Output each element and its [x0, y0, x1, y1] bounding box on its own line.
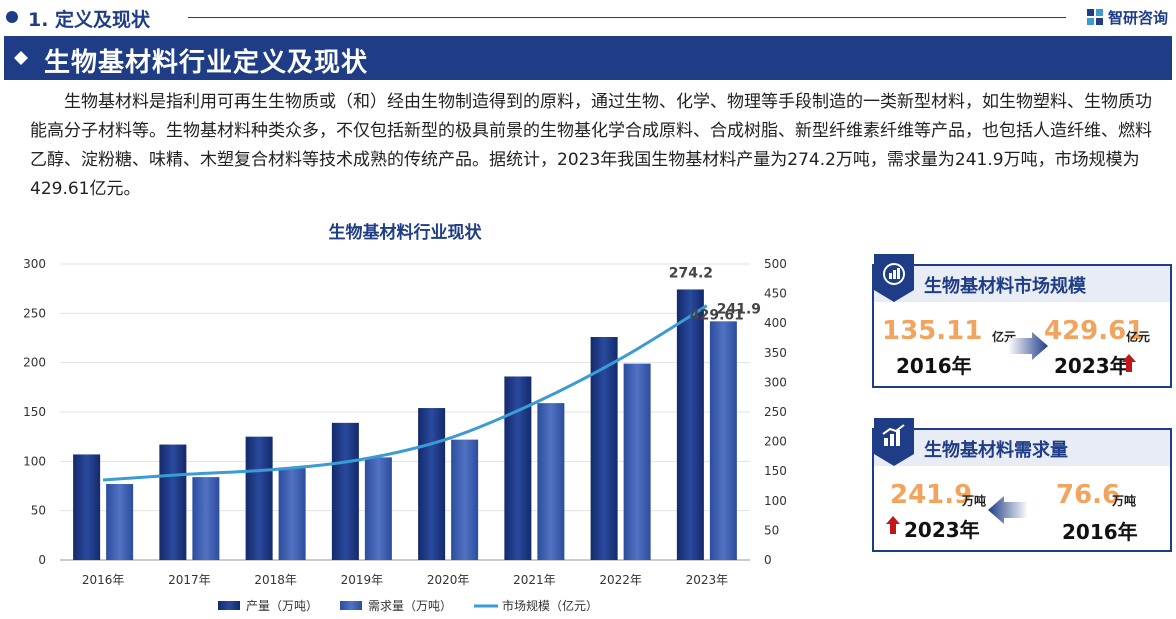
right-arrow-icon	[1008, 332, 1048, 360]
legend-label: 产量（万吨）	[246, 599, 318, 613]
right-axis-tick: 400	[764, 316, 787, 330]
left-axis-tick: 0	[38, 553, 46, 567]
x-axis-tick: 2018年	[254, 573, 297, 587]
production-bar	[590, 337, 618, 560]
demand-bar	[106, 484, 134, 560]
left-axis-tick: 200	[23, 356, 46, 370]
right-axis-tick: 450	[764, 287, 787, 301]
production-bar	[245, 436, 273, 560]
left-axis-tick: 150	[23, 405, 46, 419]
right-axis-tick: 50	[764, 523, 779, 537]
right-axis-tick: 250	[764, 405, 787, 419]
demand-bar	[623, 363, 651, 560]
legend-swatch	[340, 601, 362, 610]
left-axis-tick: 50	[31, 504, 46, 518]
chart-title: 生物基材料行业现状	[329, 222, 483, 243]
production-chart: 生物基材料行业现状 0 50 100 150 200 250 300 0 50 100 150 200 2…	[23, 222, 787, 613]
legend-label: 需求量（万吨）	[368, 599, 452, 613]
market-card-title: 生物基材料市场规模	[924, 276, 1086, 297]
legend-swatch	[218, 601, 240, 610]
x-axis-tick: 2023年	[686, 573, 729, 587]
title-banner: 生物基材料行业定义及现状	[4, 36, 1172, 80]
right-axis-tick: 0	[764, 553, 772, 567]
demand-2016-unit: 万吨	[1112, 494, 1137, 508]
production-bar	[159, 444, 187, 560]
demand-bar	[192, 477, 220, 560]
up-arrow-icon	[1122, 354, 1136, 372]
right-axis-tick: 150	[764, 464, 787, 478]
right-axis-tick: 300	[764, 375, 787, 389]
card-header	[874, 266, 1170, 302]
production-bar	[418, 408, 446, 560]
trend-chart-icon	[874, 418, 914, 466]
left-axis-tick: 250	[23, 306, 46, 320]
brand-logo: 智研咨询	[1086, 7, 1168, 27]
up-arrow-icon	[886, 516, 900, 534]
demand-2016-value: 76.6	[1056, 480, 1121, 510]
left-arrow-icon	[988, 496, 1028, 524]
left-axis-tick: 100	[23, 454, 46, 468]
market-2016-value: 135.11	[882, 316, 983, 346]
section-label: 1. 定义及现状	[28, 9, 151, 31]
x-axis-tick: 2019年	[341, 573, 384, 587]
page-title: 生物基材料行业定义及现状	[44, 48, 369, 78]
x-axis-tick: 2020年	[427, 573, 470, 587]
market-2023-value: 429.61	[1044, 316, 1145, 346]
market-2023-year: 2023年	[1054, 354, 1130, 378]
demand-bar	[709, 321, 737, 560]
demand-bar	[537, 403, 565, 560]
production-bar	[676, 289, 704, 560]
top-header: 1. 定义及现状 智研咨询	[0, 0, 1176, 34]
demand-bar	[451, 439, 479, 560]
production-bar	[504, 376, 532, 560]
header-divider	[188, 17, 1066, 18]
demand-2016-year: 2016年	[1062, 520, 1138, 544]
legend-label: 市场规模（亿元）	[502, 598, 598, 613]
logo-icon	[1087, 9, 1103, 25]
demand-card: 生物基材料需求量 241.9 万吨 2023年 76.6 万吨 2016年	[872, 418, 1172, 552]
demand-bar	[364, 457, 392, 560]
demand-2023-year: 2023年	[904, 518, 980, 542]
x-axis-tick: 2017年	[168, 573, 211, 587]
x-axis-tick: 2022年	[599, 573, 642, 587]
bar-chart-icon	[874, 254, 914, 302]
production-bar	[73, 454, 101, 560]
right-axis-tick: 100	[764, 494, 787, 508]
diamond-icon	[14, 51, 28, 65]
intro-paragraph: 生物基材料是指利用可再生生物质或（和）经由生物制造得到的原料，通过生物、化学、物…	[30, 92, 1152, 199]
demand-2023-value: 241.9	[890, 480, 973, 510]
production-bar	[331, 422, 359, 560]
x-axis-tick: 2021年	[513, 573, 556, 587]
market-size-line	[103, 304, 708, 482]
logo-text: 智研咨询	[1108, 8, 1169, 27]
market-size-card: 生物基材料市场规模 135.11 亿元 2016年 429.61 亿元 2023…	[872, 254, 1172, 388]
demand-bar	[278, 468, 306, 560]
section-bullet-icon	[6, 11, 18, 23]
production-data-label: 274.2	[669, 265, 713, 281]
x-axis-tick: 2016年	[82, 573, 125, 587]
demand-2023-unit: 万吨	[962, 494, 987, 508]
right-axis-tick: 350	[764, 346, 787, 360]
market-data-label: 429.61	[690, 308, 744, 324]
market-2016-year: 2016年	[896, 354, 972, 378]
demand-data-label: 241.9	[717, 301, 761, 317]
right-axis-tick: 200	[764, 435, 787, 449]
market-2023-unit: 亿元	[1126, 330, 1151, 344]
right-axis-tick: 500	[764, 257, 787, 271]
left-axis-tick: 300	[23, 257, 46, 271]
demand-card-title: 生物基材料需求量	[924, 440, 1068, 461]
card-header	[874, 430, 1170, 466]
